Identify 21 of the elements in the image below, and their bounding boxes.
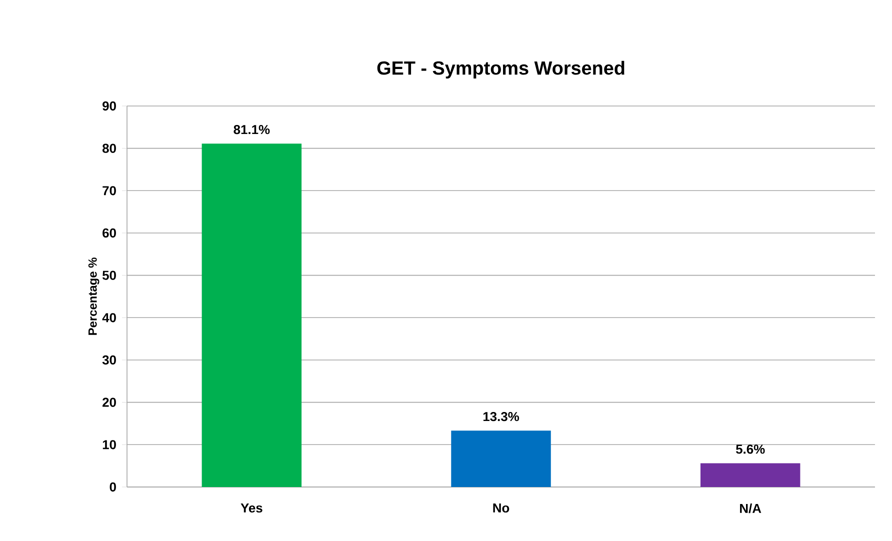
y-tick-label: 50	[102, 270, 116, 280]
x-tick-label: No	[493, 504, 510, 513]
y-tick-label: 60	[102, 228, 116, 238]
y-tick-label: 80	[102, 144, 116, 153]
x-tick-label: N/A	[740, 504, 762, 514]
bar	[700, 463, 800, 487]
bar	[451, 430, 551, 487]
y-tick-label: 20	[102, 398, 116, 407]
y-tick-label: 0	[110, 482, 116, 492]
y-tick-label: 90	[102, 101, 116, 111]
y-axis-title: Percentage %	[88, 258, 100, 335]
y-tick-label: 10	[102, 440, 116, 450]
bar	[202, 144, 302, 487]
data-label: 13.3%	[483, 412, 520, 422]
data-label: 81.1%	[234, 124, 270, 134]
data-label: 5.6%	[736, 444, 765, 454]
x-tick-label: Yes	[240, 504, 262, 513]
y-tick-label: 30	[102, 355, 116, 365]
y-tick-label: 70	[102, 186, 116, 196]
chart-title: GET - Symptoms Worsened	[377, 60, 624, 78]
y-tick-label: 40	[102, 313, 116, 322]
